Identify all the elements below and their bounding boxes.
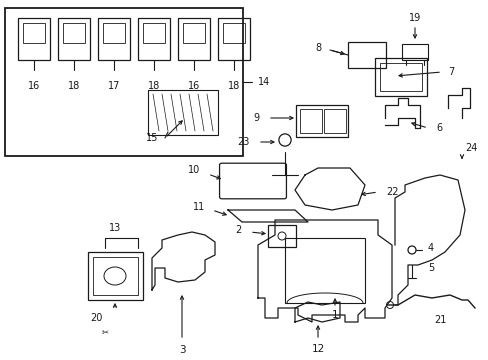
Text: 18: 18 bbox=[147, 81, 160, 91]
Bar bbox=[98, 18, 130, 60]
Text: 18: 18 bbox=[68, 81, 80, 91]
Text: 9: 9 bbox=[253, 113, 260, 123]
Bar bbox=[223, 23, 244, 43]
Text: ✂: ✂ bbox=[102, 328, 108, 337]
Text: 15: 15 bbox=[145, 133, 158, 143]
Bar bbox=[138, 18, 170, 60]
Text: 24: 24 bbox=[464, 143, 476, 153]
Bar bbox=[401, 44, 427, 60]
Bar bbox=[58, 18, 90, 60]
Bar bbox=[374, 58, 426, 96]
Bar bbox=[18, 18, 50, 60]
Bar bbox=[267, 225, 295, 247]
Bar bbox=[63, 23, 85, 43]
FancyBboxPatch shape bbox=[219, 163, 286, 199]
Bar bbox=[148, 90, 218, 135]
Text: 2: 2 bbox=[235, 225, 242, 235]
Text: 16: 16 bbox=[28, 81, 40, 91]
Text: 23: 23 bbox=[237, 137, 249, 147]
Text: 12: 12 bbox=[311, 344, 324, 354]
Text: 4: 4 bbox=[427, 243, 433, 253]
Text: 5: 5 bbox=[427, 263, 433, 273]
Bar bbox=[295, 105, 347, 137]
Bar bbox=[183, 23, 204, 43]
Text: 11: 11 bbox=[192, 202, 204, 212]
Text: 20: 20 bbox=[90, 313, 102, 323]
Text: 8: 8 bbox=[315, 43, 321, 53]
Bar bbox=[324, 109, 346, 133]
Text: 19: 19 bbox=[408, 13, 420, 23]
Text: 1: 1 bbox=[331, 310, 338, 320]
Text: 16: 16 bbox=[187, 81, 200, 91]
Bar bbox=[93, 257, 138, 295]
Bar bbox=[299, 109, 321, 133]
Bar bbox=[5, 8, 243, 156]
Text: 7: 7 bbox=[447, 67, 453, 77]
Bar bbox=[379, 63, 421, 91]
Bar bbox=[142, 23, 164, 43]
Bar bbox=[347, 42, 385, 68]
Bar bbox=[103, 23, 125, 43]
Bar bbox=[88, 252, 142, 300]
Text: 10: 10 bbox=[187, 165, 200, 175]
Text: 6: 6 bbox=[435, 123, 441, 133]
Text: 18: 18 bbox=[227, 81, 240, 91]
Text: 22: 22 bbox=[385, 187, 398, 197]
Bar bbox=[218, 18, 249, 60]
Bar bbox=[178, 18, 209, 60]
Text: 21: 21 bbox=[433, 315, 445, 325]
Text: 3: 3 bbox=[178, 345, 185, 355]
Text: 14: 14 bbox=[258, 77, 270, 87]
Text: 13: 13 bbox=[109, 223, 121, 233]
Text: 17: 17 bbox=[107, 81, 120, 91]
Bar bbox=[285, 238, 364, 303]
Bar bbox=[23, 23, 45, 43]
